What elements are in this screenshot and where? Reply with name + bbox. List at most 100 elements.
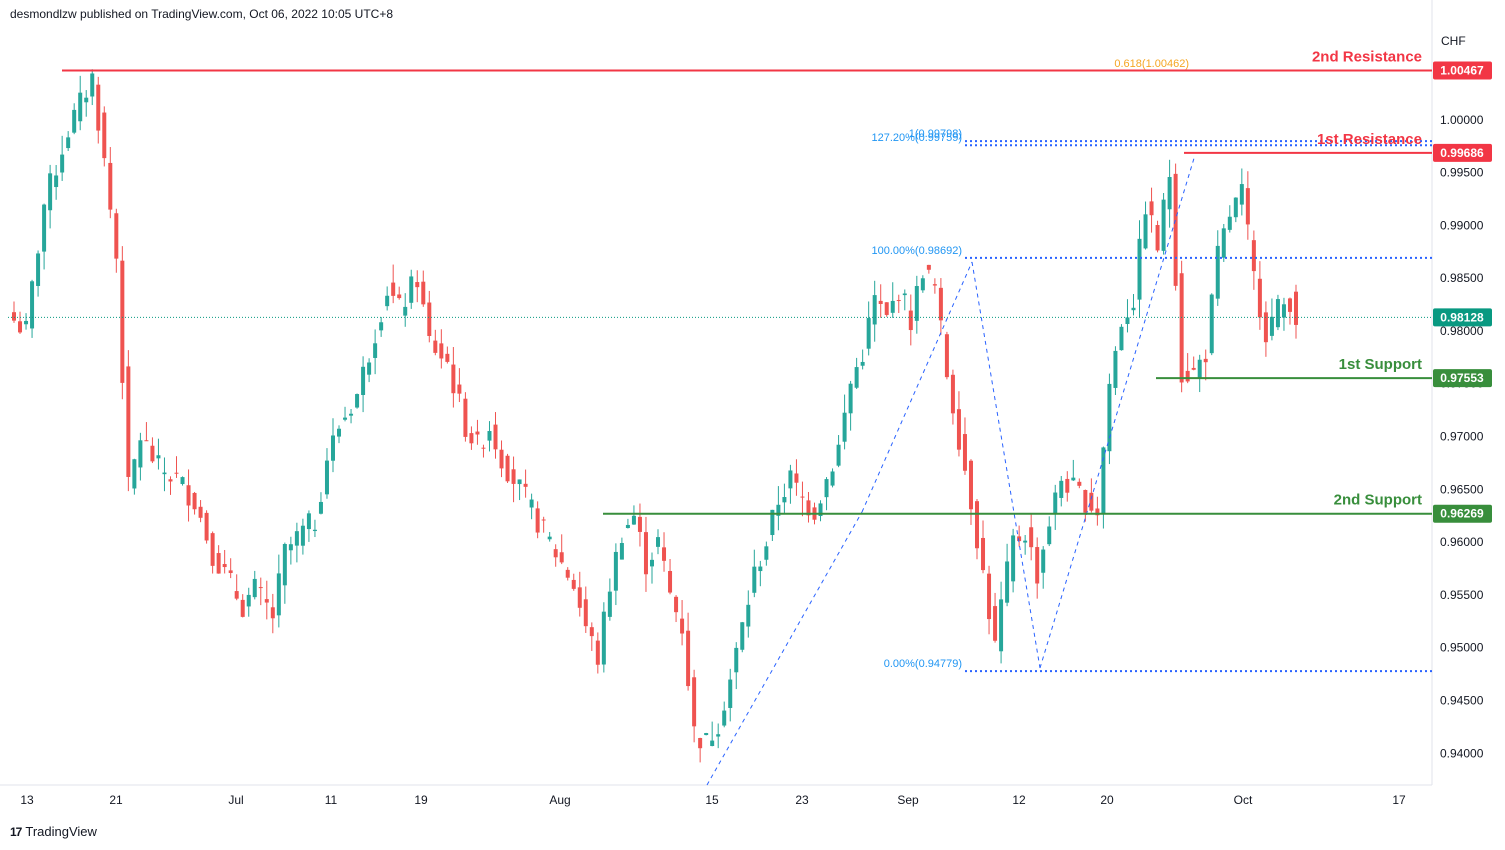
candle-body xyxy=(174,472,179,474)
candle-body xyxy=(950,374,955,414)
candle-body xyxy=(288,544,293,551)
candle-body xyxy=(1239,184,1244,205)
candle-body xyxy=(1047,526,1052,545)
candle-body xyxy=(222,564,227,568)
y-tick-label: 0.98500 xyxy=(1440,271,1484,285)
candle-body xyxy=(1035,547,1040,584)
candle-body xyxy=(565,569,570,578)
candle-body xyxy=(824,479,829,498)
candle-body xyxy=(981,537,986,571)
candle-body xyxy=(517,479,522,485)
candle-body xyxy=(1197,359,1202,379)
candle-body xyxy=(1203,358,1208,363)
candle-body xyxy=(643,532,648,575)
candle-body xyxy=(1125,317,1130,324)
candle-body xyxy=(367,362,372,375)
candle-body xyxy=(1161,199,1166,251)
candle-body xyxy=(415,282,420,288)
level-price-label: 0.96269 xyxy=(1440,507,1484,521)
candle-body xyxy=(1173,173,1178,286)
candle-body xyxy=(535,508,540,533)
level-price-badge xyxy=(1433,143,1492,162)
candle-body xyxy=(318,501,323,514)
candle-body xyxy=(698,738,703,749)
candle-body xyxy=(1191,367,1196,370)
candle-body xyxy=(144,440,149,442)
candle-body xyxy=(54,175,59,188)
candle-body xyxy=(258,587,263,589)
candle-body xyxy=(1294,291,1298,325)
candle-body xyxy=(956,409,961,450)
candle-body xyxy=(704,733,709,736)
x-tick-label: 20 xyxy=(1100,793,1114,807)
candle-body xyxy=(758,566,763,572)
candle-body xyxy=(451,364,456,394)
candle-body xyxy=(583,599,588,627)
level-price-badge xyxy=(1433,369,1492,388)
candle-body xyxy=(463,398,468,437)
fib-extension-line xyxy=(971,261,1041,669)
level-name: 1st Resistance xyxy=(1317,131,1422,148)
candle-body xyxy=(324,460,329,495)
candle-body xyxy=(776,504,781,516)
candle-body xyxy=(469,433,474,444)
candle-body xyxy=(481,447,486,449)
candle-body xyxy=(854,367,859,388)
candle-body xyxy=(120,260,125,383)
candle-body xyxy=(1215,245,1220,299)
candle-body xyxy=(511,469,516,484)
current-price-label: 0.98128 xyxy=(1440,310,1484,324)
candle-body xyxy=(48,173,53,211)
currency-label: CHF xyxy=(1441,34,1466,48)
candle-body xyxy=(968,460,973,510)
candle-body xyxy=(18,321,23,333)
candle-body xyxy=(1143,214,1148,249)
candle-body xyxy=(674,596,679,613)
candle-body xyxy=(445,353,450,362)
candle-body xyxy=(571,579,576,589)
y-tick-label: 0.97000 xyxy=(1440,430,1484,444)
candle-body xyxy=(1131,307,1136,311)
candle-body xyxy=(908,310,913,331)
candle-body xyxy=(337,428,342,437)
chart-overlays: 0.618(1.00462) 1(0.99798)127.20%(0.99759)… xyxy=(8,48,1432,786)
candle-body xyxy=(114,213,119,259)
candle-body xyxy=(421,281,426,305)
candle-body xyxy=(403,306,408,316)
candle-body xyxy=(631,515,636,525)
candle-body xyxy=(577,587,582,608)
candle-body xyxy=(180,477,185,485)
level-name: 2nd Support xyxy=(1334,492,1422,509)
time-axis: 13 21 Jul 11 19 Aug 15 23 Sep 12 20 Oct 17 xyxy=(20,793,1406,807)
candle-body xyxy=(1245,188,1250,225)
candle-body xyxy=(1107,383,1112,452)
candle-body xyxy=(12,312,16,321)
chart-grid xyxy=(0,0,1433,786)
candle-body xyxy=(734,647,739,673)
candle-body xyxy=(848,383,853,414)
candle-body xyxy=(216,553,221,574)
candle-body xyxy=(999,599,1004,652)
candle-body xyxy=(872,295,877,325)
y-tick-label: 0.94500 xyxy=(1440,694,1484,708)
candle-body xyxy=(1275,299,1280,328)
candle-body xyxy=(1137,238,1142,300)
candle-body xyxy=(1101,447,1106,514)
level-name: 1st Support xyxy=(1339,356,1422,373)
level-price-badge xyxy=(1433,61,1492,80)
candle-body xyxy=(716,734,721,737)
candle-body xyxy=(1257,278,1262,318)
candle-body xyxy=(975,501,980,549)
candle-body xyxy=(680,618,685,634)
candle-body xyxy=(788,470,793,489)
x-tick-label: 23 xyxy=(795,793,809,807)
candle-body xyxy=(1095,508,1100,516)
candle-body xyxy=(60,154,65,173)
candle-body xyxy=(770,509,775,536)
level-price-label: 1.00467 xyxy=(1440,63,1484,77)
candle-body xyxy=(1167,176,1172,210)
candle-body xyxy=(619,543,624,560)
candle-body xyxy=(1023,540,1028,543)
candle-body xyxy=(1113,350,1118,388)
